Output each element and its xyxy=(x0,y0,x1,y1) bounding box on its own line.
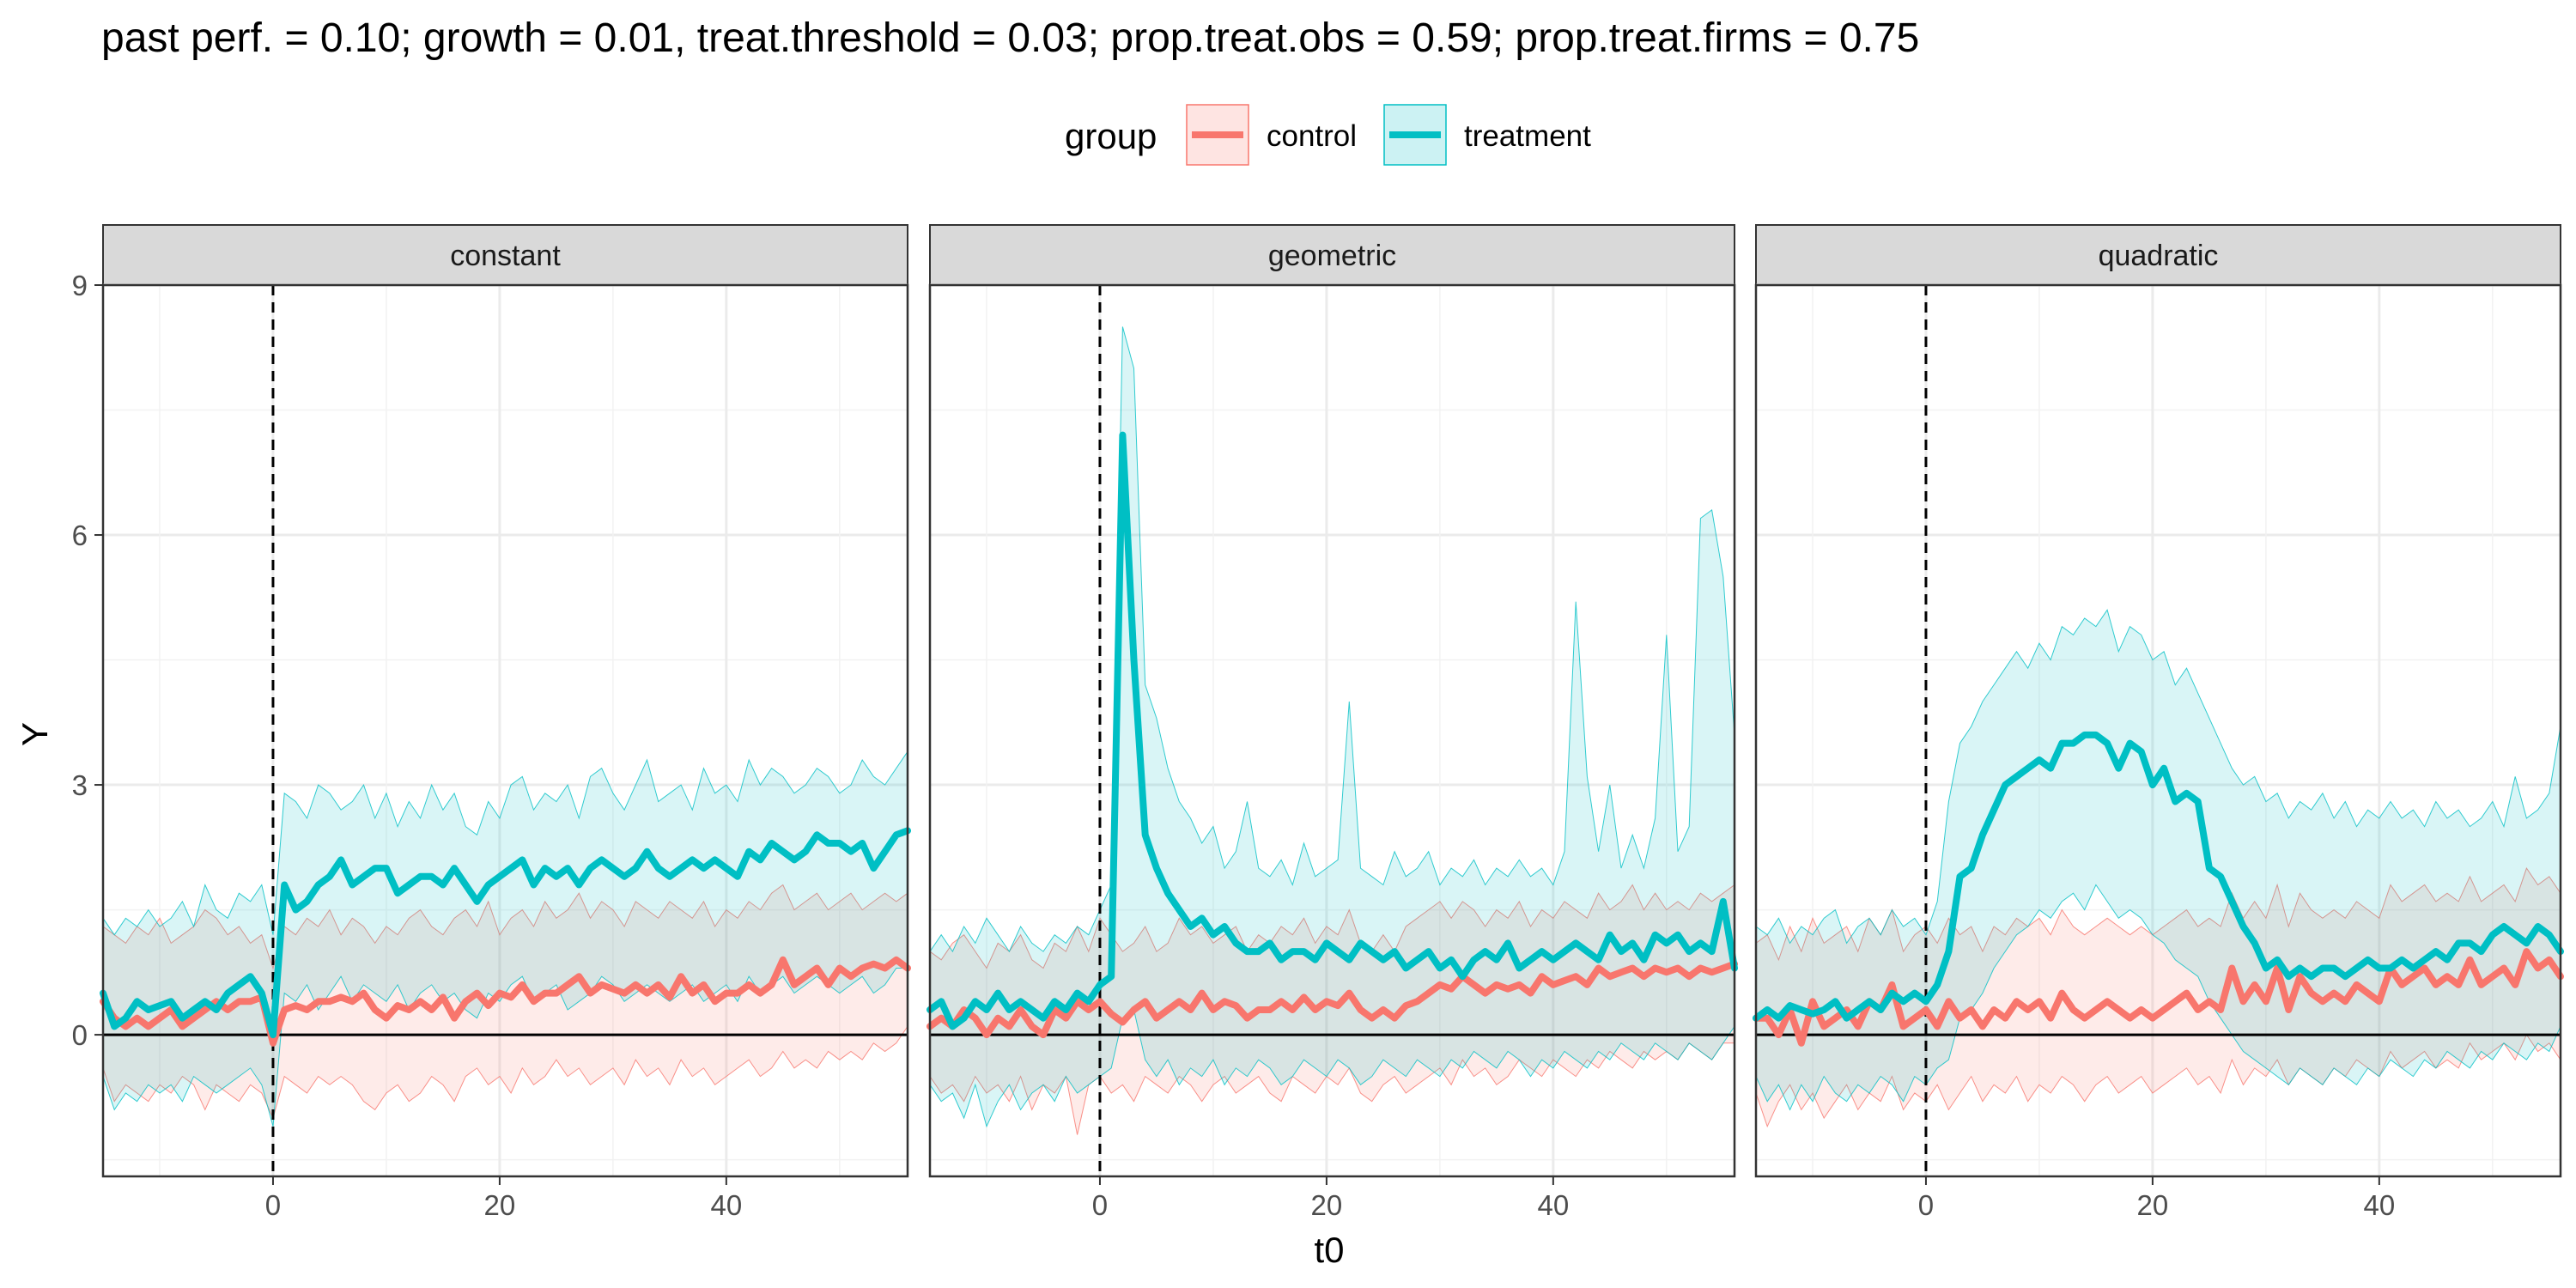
y-tick-label: 3 xyxy=(72,769,88,801)
series-line-treatment xyxy=(100,827,911,1039)
panel-border xyxy=(928,283,1736,1178)
y-axis: 0 3 6 9 xyxy=(72,270,103,1051)
x-tick-label: 40 xyxy=(2363,1189,2395,1221)
x-tick-label: 0 xyxy=(1918,1189,1934,1221)
facet-panel-quadratic: quadratic xyxy=(1753,224,2564,1178)
y-tick-label: 6 xyxy=(72,519,88,551)
x-axis-title: t0 xyxy=(1314,1230,1344,1270)
ribbon-upper-treatment xyxy=(1755,609,2561,945)
x-tick-label: 0 xyxy=(265,1189,281,1221)
ribbon-control xyxy=(103,884,908,1119)
ribbon-upper-treatment xyxy=(929,326,1735,953)
facet-panels: constant geometric quadratic xyxy=(100,224,2564,1178)
y-tick-label: 0 xyxy=(72,1019,88,1051)
strip-background xyxy=(1755,224,2561,286)
y-tick-label: 9 xyxy=(72,270,88,301)
series-line-control xyxy=(927,960,1738,1039)
strip-label-constant: constant xyxy=(450,240,561,272)
legend: group control treatment xyxy=(1065,104,1591,166)
facet-panel-geometric: geometric xyxy=(927,224,1738,1178)
plot-background xyxy=(930,285,1735,1176)
ribbon-lower-treatment xyxy=(929,1009,1735,1128)
series-line-control xyxy=(100,956,911,1047)
plot-background xyxy=(1756,285,2561,1176)
ribbon-lower-control xyxy=(102,1026,908,1120)
legend-label-control: control xyxy=(1267,119,1357,153)
series-line-control xyxy=(1753,948,2564,1047)
ribbon-lower-control xyxy=(929,1042,1735,1135)
ribbon-treatment xyxy=(103,751,908,1127)
series-line-treatment xyxy=(1753,731,2564,1022)
x-axes: 0 20 40 0 20 40 0 20 40 xyxy=(265,1176,2395,1221)
x-tick-label: 20 xyxy=(2137,1189,2169,1221)
strip-background xyxy=(102,224,908,286)
ribbon-control xyxy=(1756,868,2561,1127)
x-tick-label: 40 xyxy=(710,1189,742,1221)
ribbon-lower-control xyxy=(1755,1034,2561,1128)
y-axis-title: Y xyxy=(15,722,55,746)
legend-item-treatment: treatment xyxy=(1383,104,1591,166)
legend-title: group xyxy=(1065,116,1157,156)
x-tick-label: 0 xyxy=(1092,1189,1108,1221)
series-line-treatment xyxy=(927,431,1738,1030)
x-tick-label: 20 xyxy=(1311,1189,1343,1221)
legend-item-control: control xyxy=(1186,104,1357,166)
ribbon-upper-control xyxy=(102,884,908,970)
ribbon-upper-control xyxy=(929,884,1735,969)
panel-border xyxy=(1754,283,2562,1178)
strip-label-quadratic: quadratic xyxy=(2099,240,2219,272)
ribbon-upper-treatment xyxy=(102,751,908,936)
ribbon-control xyxy=(930,884,1735,1135)
x-tick-label: 20 xyxy=(484,1189,516,1221)
plot-background xyxy=(103,285,908,1176)
strip-label-geometric: geometric xyxy=(1268,240,1396,272)
panel-border xyxy=(101,283,909,1178)
strip-background xyxy=(929,224,1735,286)
chart-title: past perf. = 0.10; growth = 0.01, treat.… xyxy=(101,15,1919,61)
facet-panel-constant: constant xyxy=(100,224,911,1178)
x-tick-label: 40 xyxy=(1537,1189,1569,1221)
ribbon-lower-treatment xyxy=(1755,884,2561,1111)
legend-label-treatment: treatment xyxy=(1464,119,1591,153)
ribbon-treatment xyxy=(930,326,1735,1127)
